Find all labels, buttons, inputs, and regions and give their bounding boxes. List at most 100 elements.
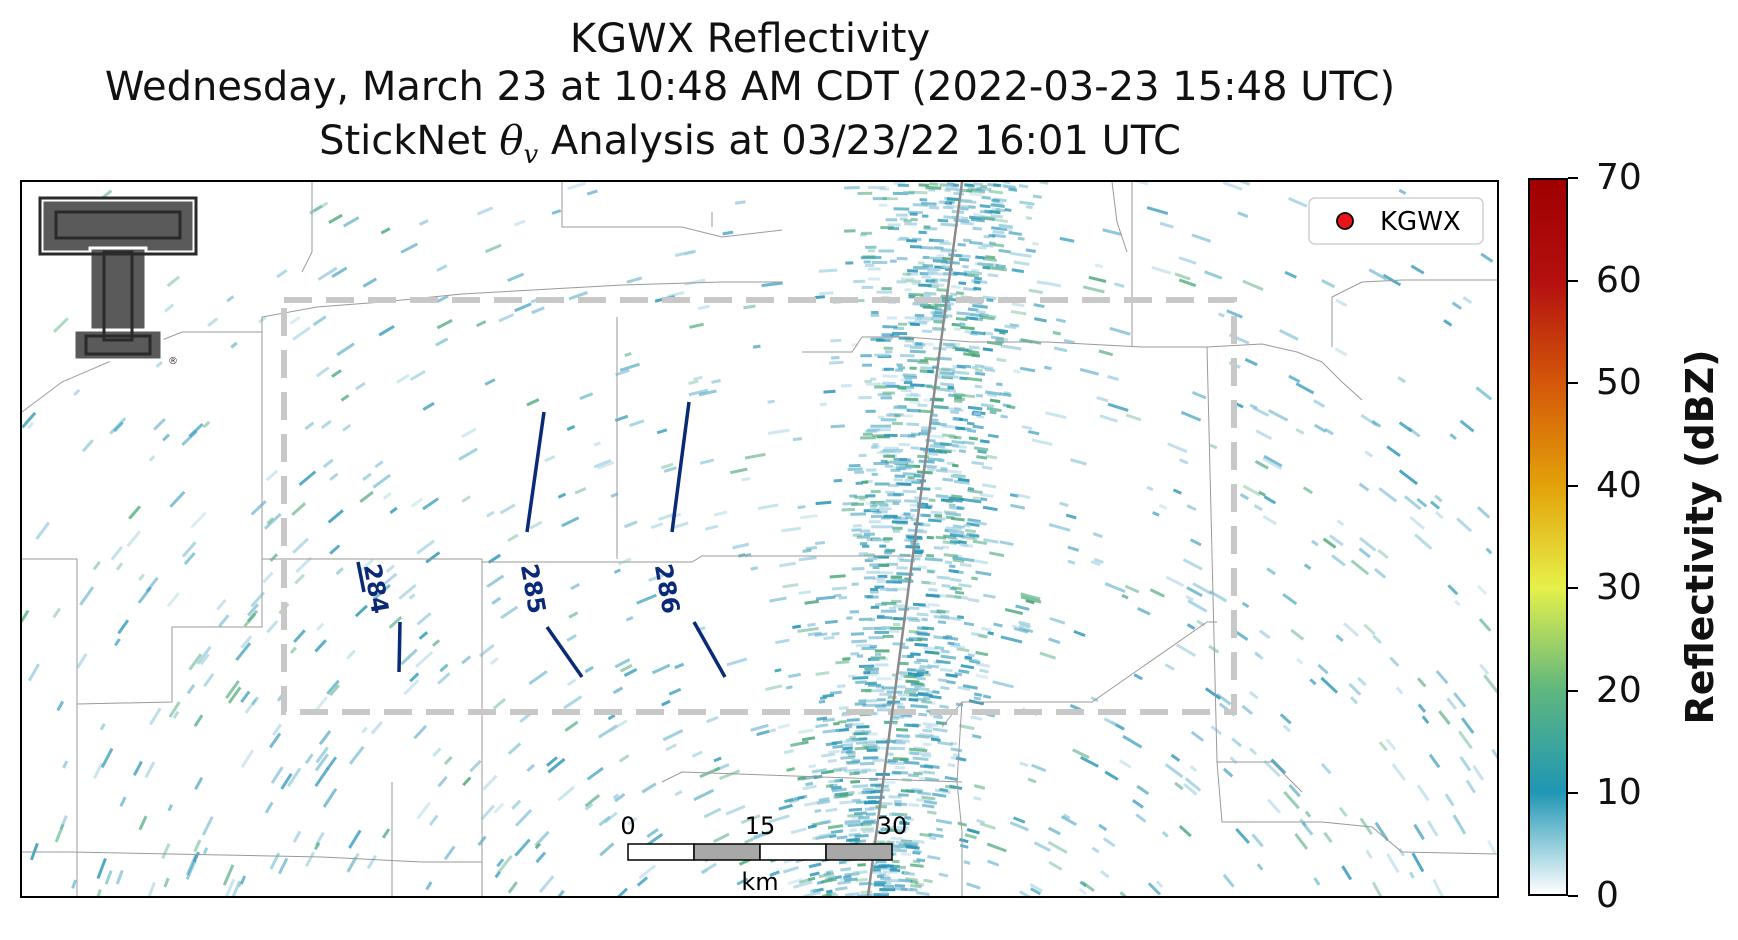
- echo-gate: [437, 776, 448, 788]
- echo-gate: [860, 255, 882, 260]
- echo-gate: [372, 473, 391, 489]
- echo-gate: [896, 280, 907, 284]
- echo-gate: [925, 185, 942, 190]
- echo-gate: [944, 388, 957, 393]
- echo-gate: [1090, 560, 1101, 567]
- echo-gate: [957, 242, 966, 247]
- echo-gate: [1032, 241, 1039, 246]
- echo-gate: [898, 442, 911, 447]
- echo-gate: [972, 424, 984, 430]
- echo-gate: [940, 685, 950, 691]
- echo-gate: [1103, 717, 1125, 731]
- echo-gate: [736, 877, 749, 886]
- echo-gate: [939, 241, 952, 246]
- echo-gate: [952, 444, 967, 449]
- echo-gate: [1072, 748, 1090, 759]
- echo-gate: [1329, 534, 1344, 547]
- echo-gate: [823, 871, 831, 876]
- echo-gate: [958, 281, 967, 286]
- colorbar-tick-mark: [1568, 177, 1578, 179]
- echo-gate: [1047, 826, 1061, 836]
- echo-gate: [941, 367, 956, 372]
- echo-gate: [1114, 282, 1125, 288]
- echo-gate: [953, 479, 970, 485]
- echo-gate: [885, 384, 900, 388]
- colorbar-tick-label: 70: [1596, 157, 1642, 198]
- echo-gate: [973, 280, 981, 285]
- echo-gate: [1020, 338, 1042, 345]
- echo-gate: [499, 503, 516, 515]
- echo-gate: [973, 559, 988, 565]
- echo-gate: [930, 317, 946, 322]
- echo-gate: [854, 833, 869, 838]
- echo-gate: [563, 695, 583, 710]
- echo-gate: [896, 728, 909, 732]
- echo-gate: [269, 553, 279, 562]
- echo-gate: [840, 867, 852, 872]
- echo-gate: [898, 878, 913, 883]
- echo-gate: [1002, 403, 1011, 408]
- echo-gate: [843, 877, 858, 882]
- echo-gate: [416, 801, 431, 820]
- echo-gate: [876, 874, 884, 878]
- echo-gate: [860, 354, 872, 358]
- echo-gate: [875, 805, 887, 809]
- echo-gate: [828, 749, 840, 754]
- echo-gate: [790, 740, 809, 747]
- echo-gate: [593, 441, 601, 447]
- echo-gate: [584, 665, 594, 674]
- echo-gate: [734, 200, 746, 205]
- echo-gate: [876, 830, 884, 834]
- echo-gate: [557, 785, 575, 802]
- echo-gate: [701, 868, 709, 875]
- echo-gate: [1451, 301, 1463, 310]
- echo-gate: [1031, 438, 1053, 446]
- echo-gate: [949, 533, 964, 538]
- echo-gate: [1008, 187, 1018, 192]
- echo-gate: [988, 551, 1005, 558]
- echo-gate: [322, 787, 338, 808]
- echo-gate: [903, 512, 911, 516]
- echo-gate: [1341, 865, 1353, 881]
- echo-gate: [890, 575, 903, 579]
- echo-gate: [950, 284, 962, 289]
- echo-gate: [769, 870, 780, 877]
- echo-gate: [918, 459, 935, 464]
- echo-gate: [1374, 821, 1389, 842]
- echo-gate: [882, 634, 894, 638]
- echo-gate: [439, 663, 449, 673]
- echo-gate: [568, 611, 579, 619]
- colorbar-tick-label: 20: [1596, 669, 1642, 711]
- echo-gate: [461, 655, 472, 665]
- echo-gate: [1413, 823, 1425, 841]
- echo-gate: [593, 458, 612, 469]
- echo-gate: [1254, 652, 1264, 660]
- echo-gate: [993, 622, 1003, 628]
- echo-gate: [1349, 696, 1359, 705]
- echo-gate: [380, 227, 391, 235]
- echo-gate: [966, 828, 980, 835]
- echo-gate: [921, 795, 936, 801]
- echo-gate: [922, 263, 934, 268]
- echo-gate: [876, 502, 887, 506]
- echo-gate: [836, 835, 848, 840]
- echo-gate: [570, 583, 581, 591]
- echo-gate: [914, 313, 925, 318]
- echo-gate: [904, 222, 917, 226]
- echo-gate: [924, 557, 943, 562]
- echo-gate: [614, 658, 631, 669]
- echo-gate: [864, 732, 878, 736]
- echo-gate: [876, 428, 891, 432]
- echo-gate: [432, 639, 441, 647]
- echo-gate: [883, 367, 895, 371]
- echo-gate: [871, 445, 878, 449]
- echo-gate: [890, 599, 902, 604]
- echo-gate: [92, 560, 101, 571]
- echo-gate: [138, 573, 145, 581]
- echo-gate: [946, 499, 953, 504]
- echo-gate: [932, 303, 948, 308]
- echo-gate: [901, 735, 909, 739]
- echo-gate: [346, 856, 358, 873]
- echo-gate: [863, 670, 871, 675]
- echo-gate: [874, 652, 882, 656]
